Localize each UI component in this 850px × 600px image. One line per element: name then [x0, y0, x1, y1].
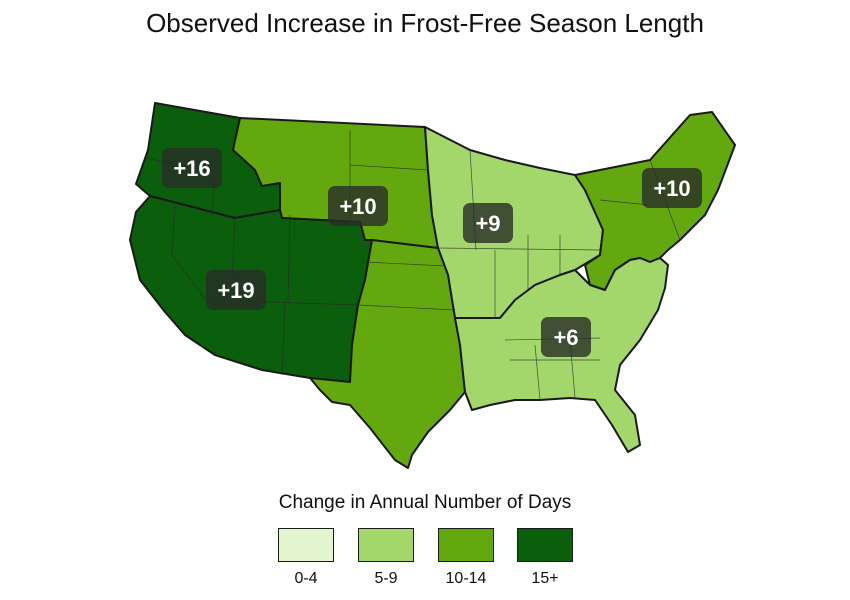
legend-label-0-4: 0-4: [294, 570, 318, 587]
badge-bg-northeast: [642, 168, 702, 208]
badge-bg-northwest: [162, 148, 222, 188]
legend-label-10-14: 10-14: [445, 570, 487, 587]
map-title: Observed Increase in Frost-Free Season L…: [146, 8, 704, 38]
badge-value-southeast: +6: [553, 325, 578, 350]
badge-bg-midwest: [463, 203, 513, 243]
badge-great-plains-north: +10: [328, 186, 388, 226]
badge-bg-southeast: [541, 317, 591, 357]
legend-title: Change in Annual Number of Days: [278, 492, 572, 513]
badge-bg-great-plains-north: [328, 186, 388, 226]
legend: 0-4 5-9 10-14 15+: [0, 528, 850, 588]
badge-midwest: +9: [463, 203, 513, 243]
legend-swatch-0-4: [278, 528, 334, 562]
badge-northeast: +10: [642, 168, 702, 208]
badge-value-midwest: +9: [475, 211, 500, 236]
badge-southwest: +19: [206, 270, 266, 310]
legend-label-15-plus: 15+: [531, 570, 559, 587]
legend-label-5-9: 5-9: [374, 570, 398, 587]
badge-bg-southwest: [206, 270, 266, 310]
legend-swatch-15-plus: [517, 528, 573, 562]
badge-northwest: +16: [162, 148, 222, 188]
badge-value-northwest: +16: [173, 156, 210, 181]
state-boundaries: [144, 130, 681, 401]
legend-swatch-5-9: [358, 528, 414, 562]
legend-swatch-10-14: [438, 528, 494, 562]
badge-value-great-plains-north: +10: [339, 194, 376, 219]
badge-value-northeast: +10: [653, 176, 690, 201]
region-great-plains-south: [309, 239, 466, 469]
badge-southeast: +6: [541, 317, 591, 357]
badge-value-southwest: +19: [217, 278, 254, 303]
